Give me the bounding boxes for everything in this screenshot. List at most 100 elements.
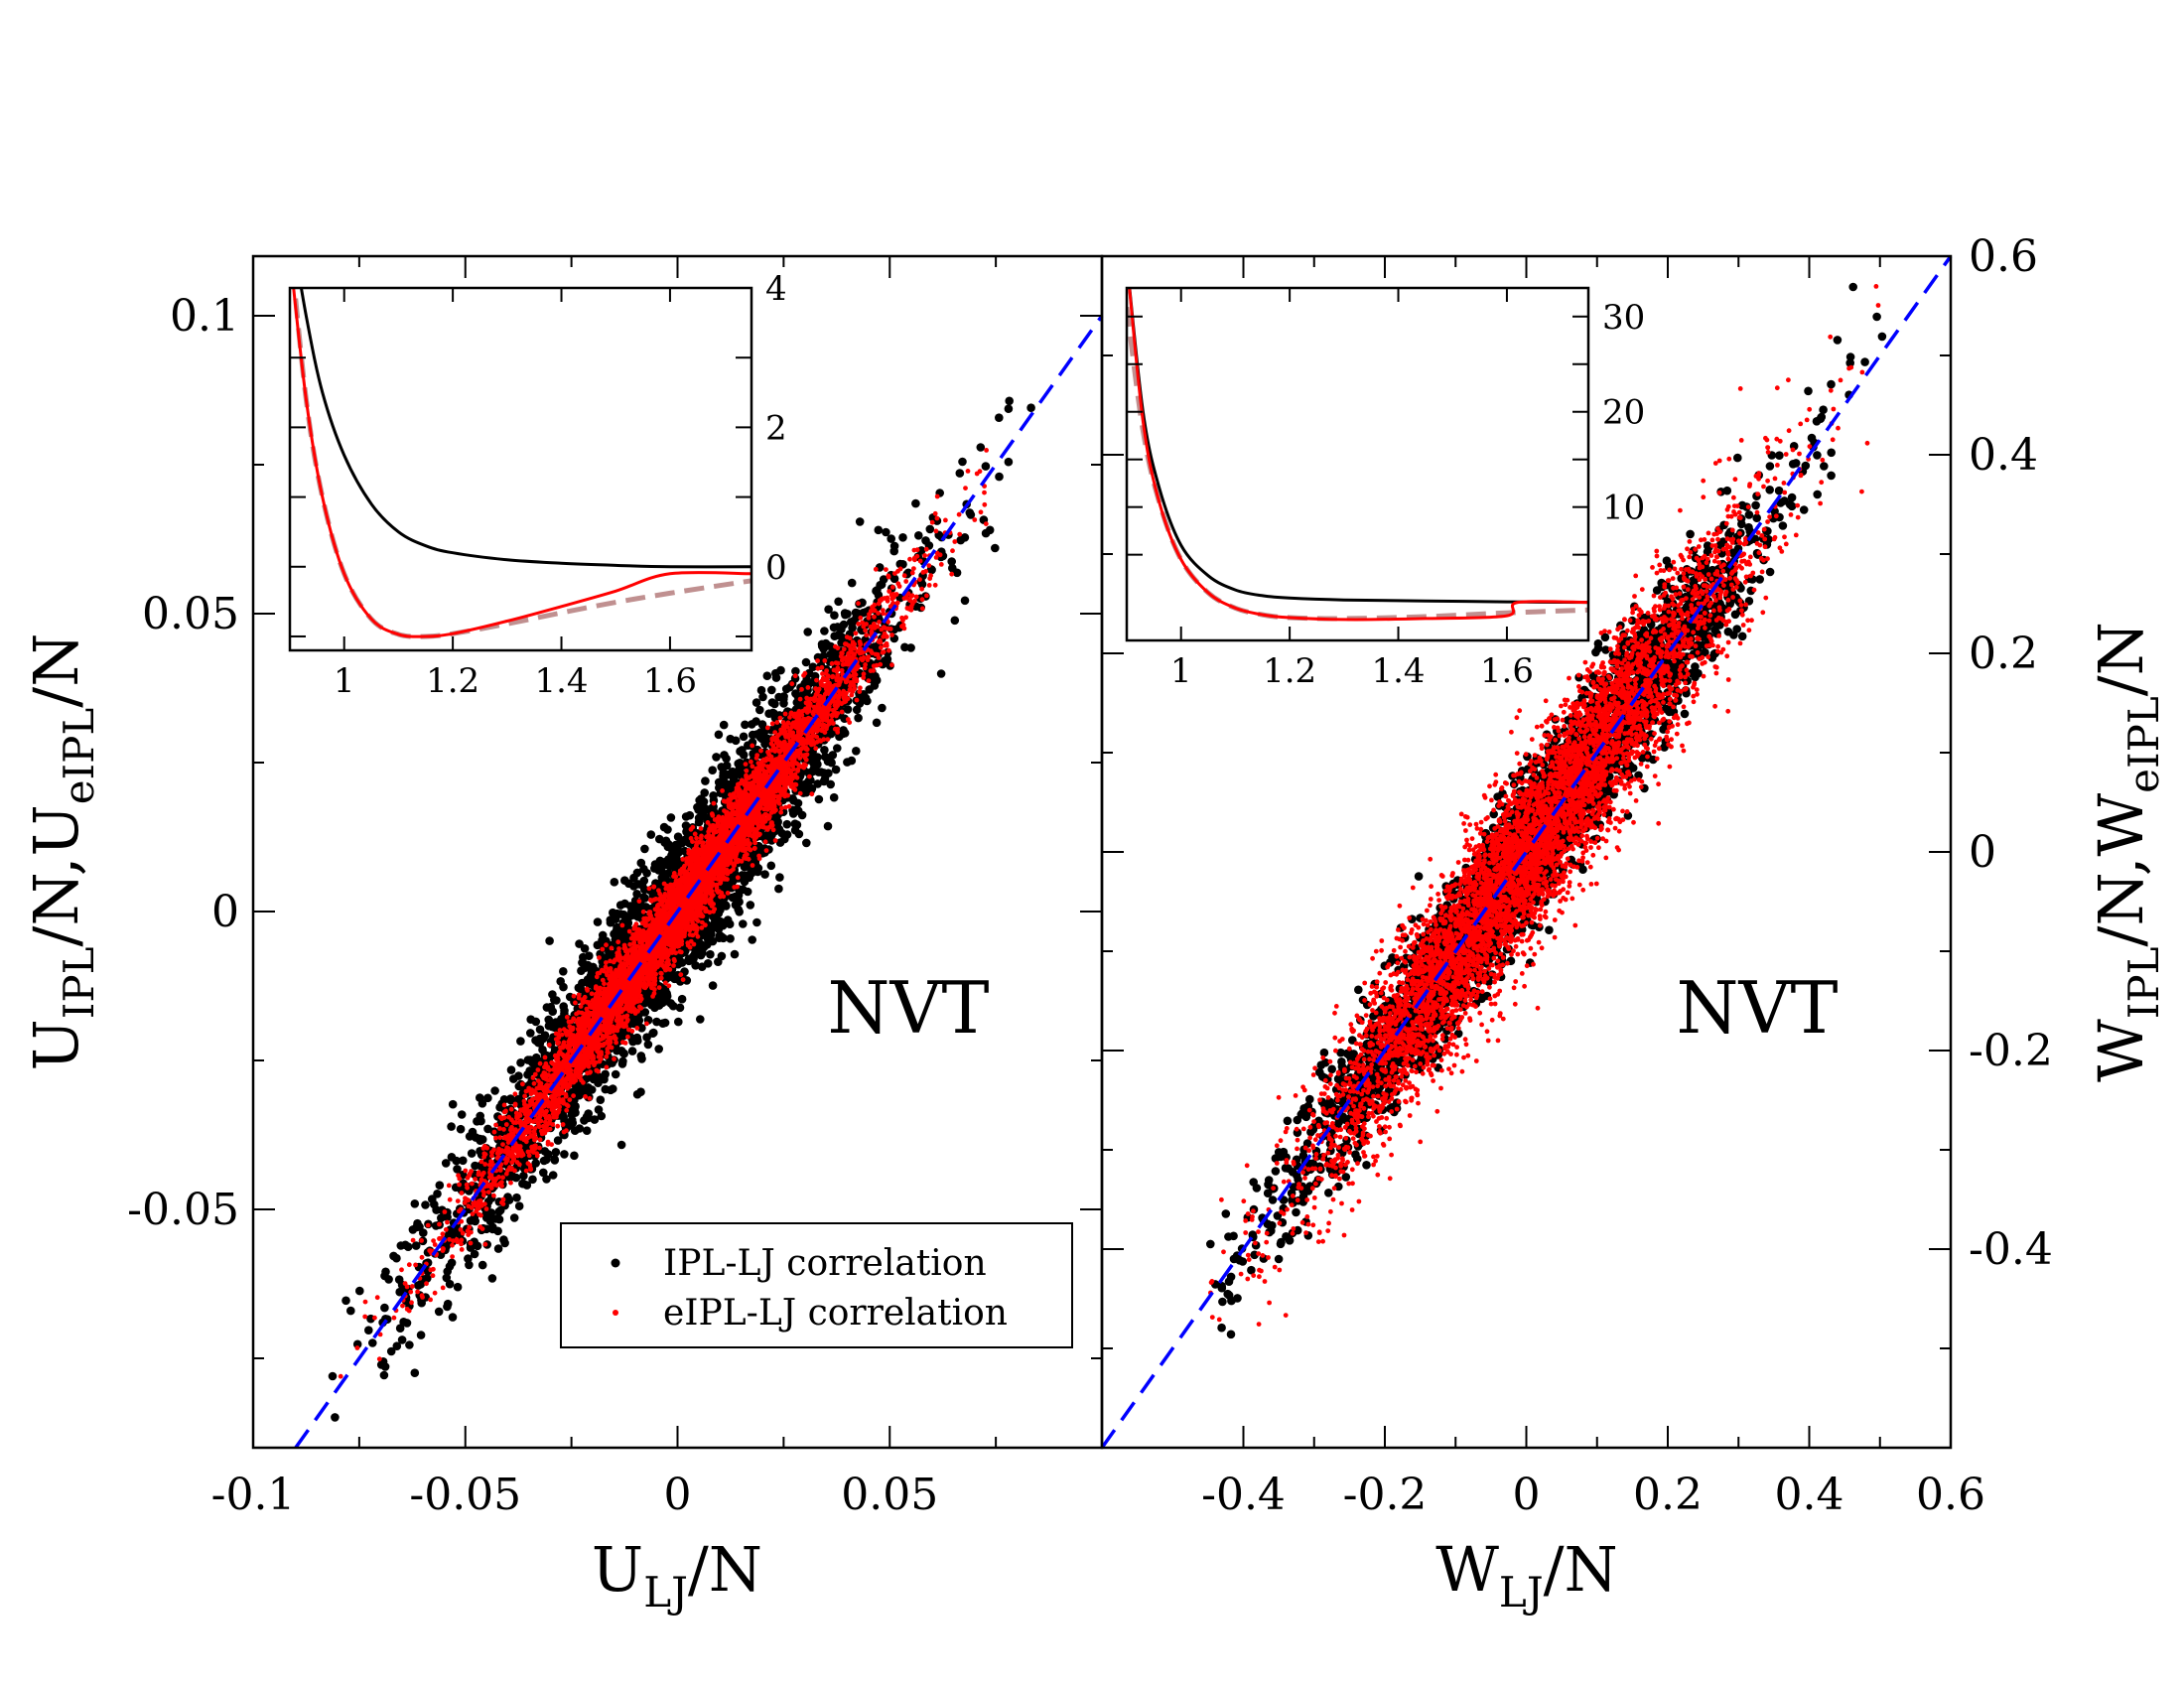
left-scatter-point [616,1140,626,1150]
left-scatter-point [874,525,884,535]
left-scatter-point [933,528,939,534]
left-scatter-point [526,1029,535,1038]
left-scatter-point [506,1094,515,1103]
left-scatter-point [539,1168,548,1178]
left-scatter-point [771,668,780,678]
left-scatter-point [412,1222,421,1232]
left-scatter-point [820,627,829,635]
left-scatter-point [775,838,785,847]
left-scatter-point [722,779,732,788]
left-scatter-point [477,1211,481,1217]
left-scatter-point [394,1275,404,1284]
left-scatter-point [528,1175,537,1185]
left-scatter-point [392,1253,401,1263]
left-scatter-point [791,666,800,676]
left-scatter-point [544,1015,553,1025]
left-scatter-point [655,879,665,889]
left-scatter-point [763,848,769,853]
left-scatter-point [952,539,958,544]
left-scatter-point [697,811,706,821]
left-scatter-point [457,1110,467,1119]
left-scatter-point [668,1001,678,1011]
left-scatter-point [661,974,671,984]
left-scatter-point [380,1303,389,1313]
left-scatter-point [829,623,839,633]
left-scatter-point [766,861,776,871]
left-scatter-point [744,768,750,773]
left-scatter-point [709,791,718,800]
left-scatter-point [956,511,962,517]
left-scatter-point [594,1078,603,1087]
left-scatter-point [714,730,724,740]
left-scatter-point [627,1047,637,1055]
left-scatter-point [889,585,895,590]
left-scatter-point [882,527,890,537]
left-scatter-point [655,834,664,844]
left-scatter-point [720,788,725,793]
left-scatter-point [559,1002,568,1011]
left-scatter-point [652,1017,661,1027]
left-scatter-point [432,1205,441,1214]
left-scatter-point [924,593,929,599]
left-scatter-point [823,757,833,767]
left-scatter-point [794,829,804,839]
left-scatter-point [847,756,857,766]
left-scatter-point [580,944,590,953]
left-scatter-point [719,720,729,730]
left-scatter-point [900,623,906,628]
left-scatter-point [976,443,986,452]
left-scatter-point [804,678,813,688]
left-scatter-point [532,1071,538,1077]
left-scatter-point [646,830,656,839]
left-scatter-point [807,753,817,762]
left-scatter-point [620,915,630,924]
left-scatter-point [548,1171,558,1180]
left-scatter-point [950,616,960,626]
left-scatter-point [826,779,835,789]
left-scatter-point [708,766,717,774]
left-scatter-point [750,852,759,862]
left-scatter-point [376,1360,386,1369]
left-scatter-point [468,1127,478,1137]
left-scatter-point [454,1237,460,1242]
left-scatter-point [814,794,824,804]
left-scatter-point [557,1028,563,1033]
left-scatter-point [706,949,715,959]
left-scatter-point [535,1067,541,1072]
left-scatter-point [570,1126,580,1135]
left-scatter-point [746,901,755,910]
left-scatter-point [403,1242,413,1251]
left-scatter-point [554,1017,564,1027]
left-scatter-point [452,1156,462,1166]
left-scatter-point [839,709,845,715]
left-scatter-point [813,779,822,788]
left-scatter-point [701,776,710,785]
left-scatter-point [762,671,772,680]
left-scatter-point [582,1126,592,1135]
left-scatter-point [769,709,778,718]
left-scatter-point [410,1237,416,1243]
left-scatter-point [752,917,761,927]
left-scatter-point [782,819,792,829]
left-scatter-point [559,967,568,976]
left-scatter-point [790,819,800,828]
left-scatter-point [643,1040,653,1050]
left-scatter-point [328,1371,338,1381]
left-scatter-point [854,713,863,723]
left-scatter-point [660,1018,670,1028]
left-scatter-point [411,1241,421,1250]
left-scatter-point [467,1149,477,1158]
left-scatter-point [852,747,861,756]
left-scatter-point [596,1095,606,1104]
left-scatter-point [725,919,735,928]
left-scatter-point [715,930,725,940]
left-scatter-point [802,838,811,848]
left-scatter-point [611,1069,620,1079]
left-scatter-point [691,941,697,947]
left-scatter-point [872,614,877,620]
left-scatter-point [960,533,970,542]
left-scatter-point [459,1156,468,1166]
left-scatter-point [490,1086,499,1095]
